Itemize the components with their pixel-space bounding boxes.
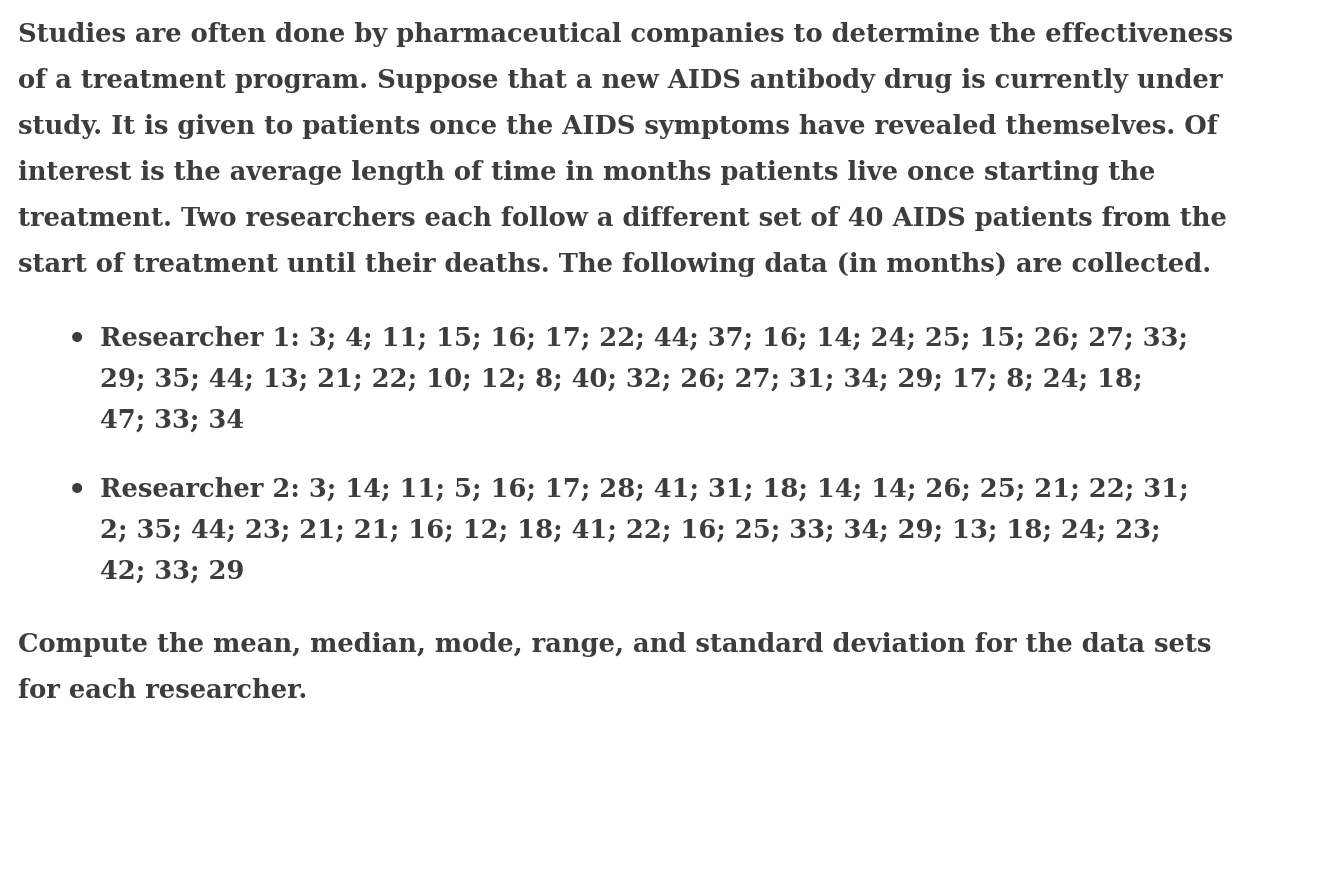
Text: •: • — [68, 477, 86, 504]
Text: Researcher 1: 3; 4; 11; 15; 16; 17; 22; 44; 37; 16; 14; 24; 25; 15; 26; 27; 33;: Researcher 1: 3; 4; 11; 15; 16; 17; 22; … — [100, 326, 1188, 350]
Text: for each researcher.: for each researcher. — [19, 678, 307, 703]
Text: start of treatment until their deaths. The following data (in months) are collec: start of treatment until their deaths. T… — [19, 252, 1212, 277]
Text: Studies are often done by pharmaceutical companies to determine the effectivenes: Studies are often done by pharmaceutical… — [19, 22, 1233, 47]
Text: Researcher 2: 3; 14; 11; 5; 16; 17; 28; 41; 31; 18; 14; 14; 26; 25; 21; 22; 31;: Researcher 2: 3; 14; 11; 5; 16; 17; 28; … — [100, 477, 1189, 502]
Text: study. It is given to patients once the AIDS symptoms have revealed themselves. : study. It is given to patients once the … — [19, 114, 1218, 139]
Text: 29; 35; 44; 13; 21; 22; 10; 12; 8; 40; 32; 26; 27; 31; 34; 29; 17; 8; 24; 18;: 29; 35; 44; 13; 21; 22; 10; 12; 8; 40; 3… — [100, 366, 1142, 392]
Text: interest is the average length of time in months patients live once starting the: interest is the average length of time i… — [19, 160, 1156, 185]
Text: 42; 33; 29: 42; 33; 29 — [100, 559, 245, 583]
Text: •: • — [68, 326, 86, 353]
Text: of a treatment program. Suppose that a new AIDS antibody drug is currently under: of a treatment program. Suppose that a n… — [19, 68, 1222, 93]
Text: Compute the mean, median, mode, range, and standard deviation for the data sets: Compute the mean, median, mode, range, a… — [19, 632, 1212, 657]
Text: 47; 33; 34: 47; 33; 34 — [100, 407, 243, 433]
Text: treatment. Two researchers each follow a different set of 40 AIDS patients from : treatment. Two researchers each follow a… — [19, 206, 1226, 231]
Text: 2; 35; 44; 23; 21; 21; 16; 12; 18; 41; 22; 16; 25; 33; 34; 29; 13; 18; 24; 23;: 2; 35; 44; 23; 21; 21; 16; 12; 18; 41; 2… — [100, 518, 1161, 542]
